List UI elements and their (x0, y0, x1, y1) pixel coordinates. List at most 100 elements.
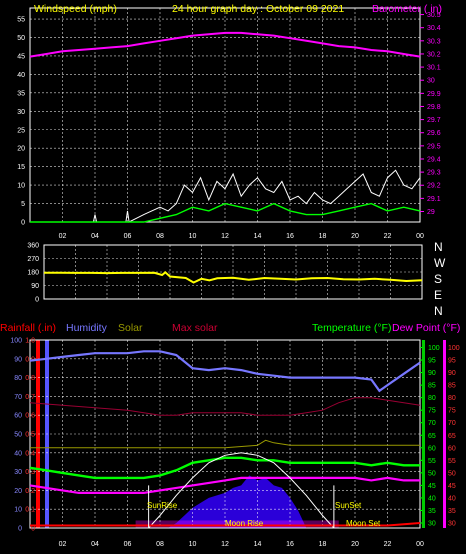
max-solar-label: Max solar (172, 322, 218, 334)
rainfall-tick-label: 0.4 (25, 450, 35, 457)
solar-radiation-area (168, 475, 307, 528)
solar-line (30, 439, 420, 449)
humidity-tick-label: 10 (14, 507, 22, 514)
rainfall-line (30, 522, 421, 527)
direction-letter-w: W (434, 256, 446, 270)
humidity-tick-label: 70 (14, 394, 22, 401)
max-solar-curve (148, 452, 335, 529)
dewpoint-tick-label: 75 (448, 408, 456, 415)
humidity-tick-label: 0 (18, 526, 22, 533)
barometer-tick-label: 29.5 (427, 143, 441, 150)
sunset-label: SunSet (335, 501, 362, 510)
direction-grid (44, 245, 422, 299)
weather-x-tick-label: 02 (59, 541, 67, 548)
humidity-line (29, 350, 421, 393)
dewpoint-tick-label: 90 (448, 370, 456, 377)
rainfall-tick-label: 0.2 (25, 488, 35, 495)
wind-x-tick-label: 10 (189, 233, 197, 240)
humidity-axis: 0 10 20 30 40 50 60 70 80 90 100 (10, 338, 22, 533)
max-solar-line (29, 397, 421, 416)
wind-x-tick-label: 22 (384, 233, 392, 240)
windspeed-label: Windspeed (mph) (34, 3, 117, 15)
direction-tick-label: 360 (27, 243, 39, 250)
dewpoint-tick-label: 60 (448, 445, 456, 452)
wind-x-tick-label: 00 (416, 233, 424, 240)
humidity-label: Humidity (66, 322, 108, 334)
direction-letter-s: S (434, 272, 442, 286)
temperature-tick-label: 45 (428, 483, 436, 490)
wind-x-tick-label: 20 (351, 233, 359, 240)
temperature-axis: 30 30 35 35 40 40 45 45 50 50 55 55 60 60 65 65 70 70 75 75… (420, 345, 460, 527)
barometer-tick-label: 30.3 (427, 38, 441, 45)
rainfall-tick-label: 0.8 (25, 375, 35, 382)
dewpoint-tick-label: 40 (448, 495, 456, 502)
temperature-tick-label: 100 (428, 345, 440, 352)
windspeed-tick-label: 20 (17, 146, 25, 153)
rainfall-tick-label: 0.3 (25, 469, 35, 476)
temperature-tick-label: 65 (428, 433, 436, 440)
solar-base-glow (135, 520, 339, 528)
dewpoint-tick-label: 65 (448, 433, 456, 440)
wind-x-tick-label: 08 (156, 233, 164, 240)
direction-panel: 0 90 180 270 360 (27, 243, 423, 304)
weather-x-tick-label: 20 (351, 541, 359, 548)
rainfall-tick-label: 0 (31, 526, 35, 533)
dewpoint-tick-label: 95 (448, 358, 456, 365)
wind-x-tick-label: 16 (286, 233, 294, 240)
wind-x-tick-label: 02 (59, 233, 67, 240)
dewpoint-tick-label: 70 (448, 420, 456, 427)
temperature-tick-label: 80 (428, 395, 436, 402)
weather-x-tick-label: 06 (124, 541, 132, 548)
windspeed-tick-label: 5 (21, 201, 25, 208)
temperature-scale-bar (422, 340, 425, 528)
direction-tick-label: 0 (35, 297, 39, 304)
windspeed-axis: 0 5 10 15 20 25 30 35 40 45 50 55 (17, 17, 25, 227)
barometer-tick-label: 30.2 (427, 51, 441, 58)
humidity-tick-label: 100 (10, 338, 22, 345)
direction-letter-n2: N (434, 304, 443, 318)
weather-series (29, 350, 421, 529)
humidity-tick-label: 60 (14, 413, 22, 420)
temperature-tick-label: 40 (428, 495, 436, 502)
temperature-line (29, 456, 420, 480)
barometer-tick-label: 29 (427, 209, 435, 216)
dewpoint-tick-label: 45 (448, 483, 456, 490)
solar-label: Solar (118, 322, 143, 334)
temperature-tick-label: 55 (428, 458, 436, 465)
windspeed-tick-label: 45 (17, 53, 25, 60)
moon-rise-label: Moon Rise (225, 519, 264, 528)
barometer-tick-label: 29.3 (427, 170, 441, 177)
windspeed-tick-label: 15 (17, 164, 25, 171)
temperature-tick-label: 90 (428, 370, 436, 377)
wind-x-tick-label: 18 (319, 233, 327, 240)
humidity-tick-label: 50 (14, 432, 22, 439)
humidity-tick-label: 80 (14, 375, 22, 382)
dew-point-label: Dew Point (°F) (392, 322, 460, 334)
wind-x-tick-label: 04 (91, 233, 99, 240)
rainfall-tick-label: 0.1 (25, 507, 35, 514)
dewpoint-tick-label: 80 (448, 395, 456, 402)
sunrise-label: SunRise (147, 501, 178, 510)
windspeed-tick-label: 0 (21, 220, 25, 227)
barometer-tick-label: 29.6 (427, 130, 441, 137)
weather-time-axis: 02 04 06 08 10 12 14 16 18 20 22 00 (59, 541, 424, 548)
wind-x-tick-label: 12 (221, 233, 229, 240)
barometer-tick-label: 30.4 (427, 25, 441, 32)
weather-grid (30, 340, 420, 528)
wind-panel: 0 5 10 15 20 25 30 35 40 45 50 55 29 29.1 29.2 29.3 29.… (17, 7, 441, 240)
temperature-tick-label: 35 (428, 508, 436, 515)
temperature-label: Temperature (°F) (312, 322, 391, 334)
dewpoint-scale-bar (443, 340, 446, 528)
temperature-tick-label: 75 (428, 408, 436, 415)
wind-time-axis: 02 04 06 08 10 12 14 16 18 20 22 00 (59, 233, 424, 240)
barometer-tick-label: 29.7 (427, 117, 441, 124)
weather-x-tick-label: 14 (254, 541, 262, 548)
direction-tick-label: 90 (31, 283, 39, 290)
rainfall-tick-label: 0.6 (25, 413, 35, 420)
weather-x-tick-label: 12 (221, 541, 229, 548)
direction-tick-label: 180 (27, 270, 39, 277)
windspeed-tick-label: 10 (17, 183, 25, 190)
windspeed-tick-label: 35 (17, 90, 25, 97)
barometer-tick-label: 29.8 (427, 104, 441, 111)
humidity-tick-label: 20 (14, 488, 22, 495)
